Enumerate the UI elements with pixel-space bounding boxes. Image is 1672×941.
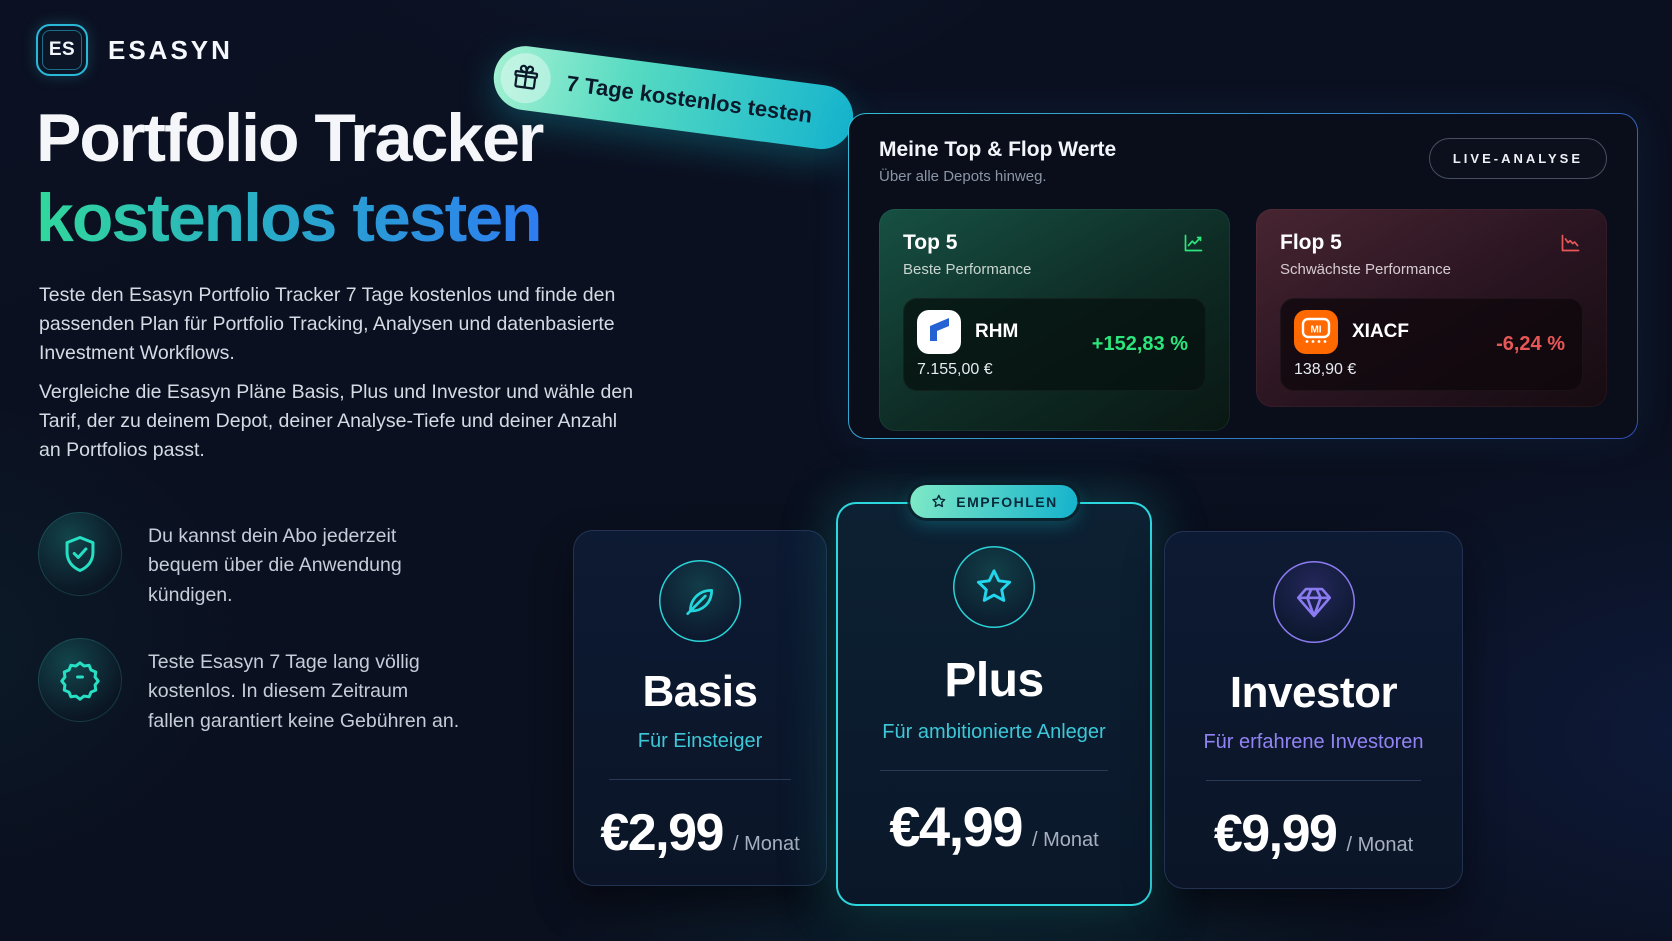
page-title-line2: kostenlos testen	[36, 178, 543, 258]
feature-text: Teste Esasyn 7 Tage lang völlig kostenlo…	[148, 651, 460, 732]
page-title: Portfolio Tracker kostenlos testen	[36, 98, 544, 258]
recommended-badge: EMPFOHLEN	[910, 485, 1078, 518]
plan-audience: Für ambitionierte Anleger	[882, 721, 1106, 743]
plan-name: Investor	[1229, 668, 1398, 717]
shield-check-icon	[38, 512, 122, 596]
flop5-subtitle: Schwächste Performance	[1280, 261, 1451, 278]
brand-header: ES ESASYN	[36, 24, 233, 76]
hero-paragraph-1: Teste den Esasyn Portfolio Tracker 7 Tag…	[39, 284, 616, 364]
flop5-panel: Flop 5 Schwächste Performance	[1256, 209, 1607, 407]
flop5-asset-row[interactable]: MI XIACF 138,90 € -6,24 %	[1280, 298, 1583, 391]
asset-ticker: XIACF	[1352, 321, 1409, 342]
top-flop-subtitle: Über alle Depots hinweg.	[879, 168, 1047, 185]
top5-title: Top 5	[903, 231, 958, 254]
hero-paragraph-2: Vergleiche die Esasyn Pläne Basis, Plus …	[39, 381, 634, 461]
divider	[1205, 780, 1422, 781]
plan-card-investor[interactable]: Investor Für erfahrene Investoren €9,99 …	[1164, 531, 1463, 889]
diamond-icon	[1272, 561, 1355, 643]
chart-down-icon	[1559, 231, 1583, 255]
asset-price: 7.155,00 €	[917, 361, 993, 378]
leaf-icon	[659, 560, 741, 642]
free-trial-badge[interactable]: 7 Tage kostenlos testen	[489, 42, 858, 153]
top-flop-title: Meine Top & Flop Werte	[879, 138, 1117, 161]
top-flop-card: Meine Top & Flop Werte Über alle Depots …	[848, 113, 1638, 439]
divider	[608, 779, 792, 780]
asset-price: 138,90 €	[1294, 361, 1357, 378]
rheinmetall-logo	[917, 310, 961, 354]
svg-text:MI: MI	[1310, 325, 1321, 336]
plan-audience: Für erfahrene Investoren	[1203, 731, 1424, 753]
top-flop-header: Meine Top & Flop Werte Über alle Depots …	[879, 138, 1607, 185]
free-trial-badge-label: 7 Tage kostenlos testen	[564, 70, 814, 128]
plan-price: €2,99	[600, 804, 724, 862]
plan-audience: Für Einsteiger	[637, 730, 763, 752]
plan-name: Plus	[944, 654, 1044, 707]
plan-period: / Monat	[1346, 834, 1414, 856]
flop5-title: Flop 5	[1280, 231, 1342, 254]
page-title-line1: Portfolio Tracker	[36, 100, 544, 176]
divider	[880, 770, 1108, 771]
feature-text: Du kannst dein Abo jederzeit bequem über…	[148, 525, 402, 606]
esasyn-logo: ES	[36, 24, 88, 76]
chart-up-icon	[1182, 231, 1206, 255]
badge-seal-icon	[38, 638, 122, 722]
brand-name: ESASYN	[108, 34, 233, 65]
top5-subtitle: Beste Performance	[903, 261, 1032, 278]
feature-cancel-anytime: Du kannst dein Abo jederzeit bequem über…	[38, 512, 460, 610]
xiaomi-logo: MI	[1294, 310, 1338, 354]
plan-card-plus[interactable]: EMPFOHLEN Plus Für ambitionierte Anleger…	[836, 485, 1152, 906]
plan-name: Basis	[642, 667, 758, 716]
plan-price: €4,99	[889, 795, 1023, 858]
logo-text: ES	[48, 39, 76, 60]
plan-price: €9,99	[1213, 805, 1338, 863]
gift-icon	[497, 50, 554, 107]
recommended-badge-label: EMPFOHLEN	[956, 493, 1058, 510]
plan-card-basis[interactable]: Basis Für Einsteiger €2,99 / Monat	[573, 530, 827, 886]
asset-change-positive: +152,83 %	[1091, 333, 1188, 355]
asset-change-negative: -6,24 %	[1496, 333, 1565, 355]
star-icon	[932, 494, 946, 508]
plan-period: / Monat	[1031, 829, 1099, 851]
top5-panel: Top 5 Beste Performance	[879, 209, 1230, 431]
plan-period: / Monat	[732, 833, 800, 855]
live-analyse-button[interactable]: LIVE-ANALYSE	[1428, 138, 1607, 179]
star-icon	[953, 546, 1035, 628]
top5-asset-row[interactable]: RHM 7.155,00 € +152,83 %	[903, 298, 1206, 391]
asset-ticker: RHM	[975, 321, 1019, 342]
feature-free-trial: Teste Esasyn 7 Tage lang völlig kostenlo…	[38, 638, 460, 736]
